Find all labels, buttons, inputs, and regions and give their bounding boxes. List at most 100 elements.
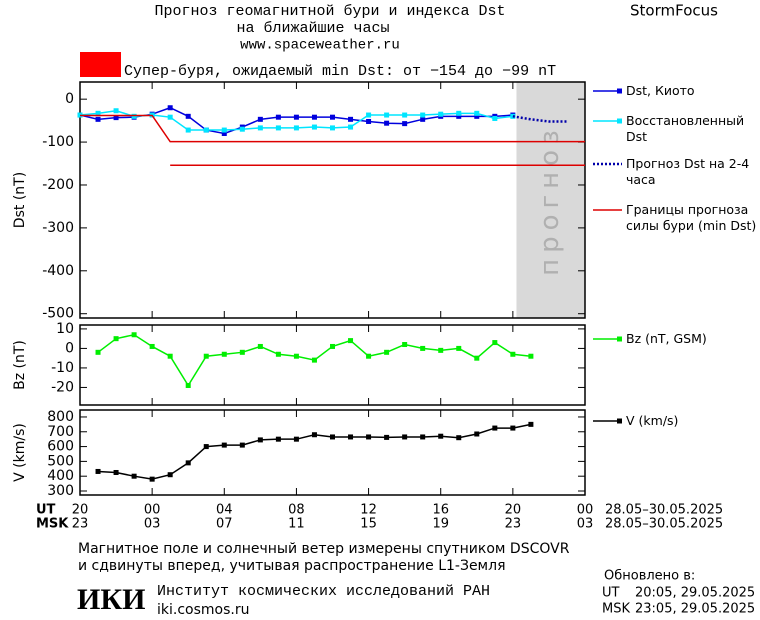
- point: [420, 345, 426, 351]
- point: [492, 425, 498, 431]
- point: [113, 469, 119, 475]
- url: www.spaceweather.ru: [240, 38, 400, 54]
- point: [402, 121, 408, 127]
- point: [257, 125, 263, 131]
- y-tick-label: -500: [42, 306, 74, 322]
- updated-time: 23:05, 29.05.2025: [635, 602, 755, 617]
- point: [402, 342, 408, 348]
- point: [420, 112, 426, 118]
- point: [293, 353, 299, 359]
- legend-marker: [617, 418, 622, 424]
- y-tick-label: -20: [51, 379, 74, 395]
- point: [167, 105, 173, 111]
- point: [311, 357, 317, 363]
- point: [510, 351, 516, 357]
- point: [203, 444, 209, 450]
- point: [185, 127, 191, 133]
- legend-marker: [617, 118, 622, 124]
- point: [330, 125, 335, 131]
- point: [348, 124, 354, 130]
- note: и сдвинуты вперед, учитывая распростране…: [78, 558, 506, 574]
- x-tick-label: 03: [144, 517, 161, 532]
- y-tick-label: 400: [47, 468, 74, 484]
- title: Прогноз геомагнитной бури и индекса Dst: [154, 3, 505, 20]
- y-tick-label: 800: [47, 409, 74, 425]
- point: [438, 111, 444, 117]
- y-tick-label: 0: [65, 340, 74, 356]
- updated-label: Обновлено в:: [604, 569, 695, 584]
- x-tick-label: 23: [72, 517, 89, 532]
- point: [239, 442, 245, 448]
- point: [95, 349, 101, 355]
- alert-swatch: [80, 52, 121, 77]
- x-tick-label: 23: [505, 517, 522, 532]
- point: [131, 113, 137, 119]
- ut-range: 28.05–30.05.2025: [605, 503, 723, 518]
- x-tick-label: 03: [577, 517, 594, 532]
- alert-text: Супер-буря, ожидаемый min Dst: от −154 д…: [124, 63, 556, 80]
- legend-marker: [617, 88, 622, 94]
- point: [131, 332, 137, 338]
- point: [311, 432, 317, 438]
- legend-label: Dst, Киото: [626, 83, 695, 98]
- point: [492, 115, 498, 121]
- y-tick-label: 600: [47, 439, 74, 455]
- point: [113, 108, 119, 114]
- point: [456, 345, 462, 351]
- point: [257, 116, 263, 122]
- brand: StormFocus: [630, 2, 718, 20]
- point: [456, 110, 462, 116]
- point: [149, 343, 155, 349]
- point: [456, 435, 462, 441]
- point: [402, 112, 408, 118]
- point: [384, 434, 390, 440]
- x-tick-label: 00: [577, 503, 594, 518]
- point: [95, 468, 101, 474]
- plot-frame: [79, 324, 586, 406]
- msk-label: MSK: [36, 517, 69, 532]
- y-tick-label: -100: [42, 134, 74, 150]
- updated-label: UT: [602, 586, 620, 601]
- point: [366, 112, 372, 118]
- point: [239, 126, 245, 132]
- point: [221, 442, 227, 448]
- point: [221, 351, 227, 357]
- point: [330, 114, 335, 120]
- point: [384, 349, 390, 355]
- forecast-region: [516, 82, 585, 318]
- point: [185, 460, 191, 466]
- point: [366, 118, 372, 124]
- point: [366, 434, 372, 440]
- y-tick-label: 0: [65, 91, 74, 107]
- point: [474, 113, 480, 119]
- legend-label: Восстановленный Dst: [626, 113, 745, 144]
- ut-label: UT: [36, 503, 56, 518]
- point: [438, 347, 444, 353]
- forecast-label: прогноз: [535, 124, 565, 276]
- point: [366, 353, 372, 359]
- x-tick-label: 04: [216, 503, 233, 518]
- legend-label: Границы прогноза силы бури (min Dst): [626, 202, 757, 233]
- legend-label: V (km/s): [626, 413, 679, 428]
- point: [456, 113, 462, 119]
- point: [167, 353, 173, 359]
- point: [275, 125, 281, 131]
- point: [474, 431, 480, 437]
- point: [474, 110, 480, 116]
- point: [420, 116, 426, 122]
- legend-label: Прогноз Dst на 2-4 часа: [626, 156, 750, 187]
- point: [275, 436, 281, 442]
- point: [257, 343, 263, 349]
- y-tick-label: 700: [47, 424, 74, 440]
- y-tick-label: -10: [51, 360, 74, 376]
- point: [330, 343, 335, 349]
- point: [257, 437, 263, 443]
- y-tick-label: -400: [42, 263, 74, 279]
- point: [384, 120, 390, 126]
- site: iki.cosmos.ru: [157, 602, 249, 618]
- institute: Институт космических исследований РАН: [157, 583, 490, 600]
- point: [528, 353, 534, 359]
- point: [113, 336, 119, 342]
- point: [528, 421, 534, 427]
